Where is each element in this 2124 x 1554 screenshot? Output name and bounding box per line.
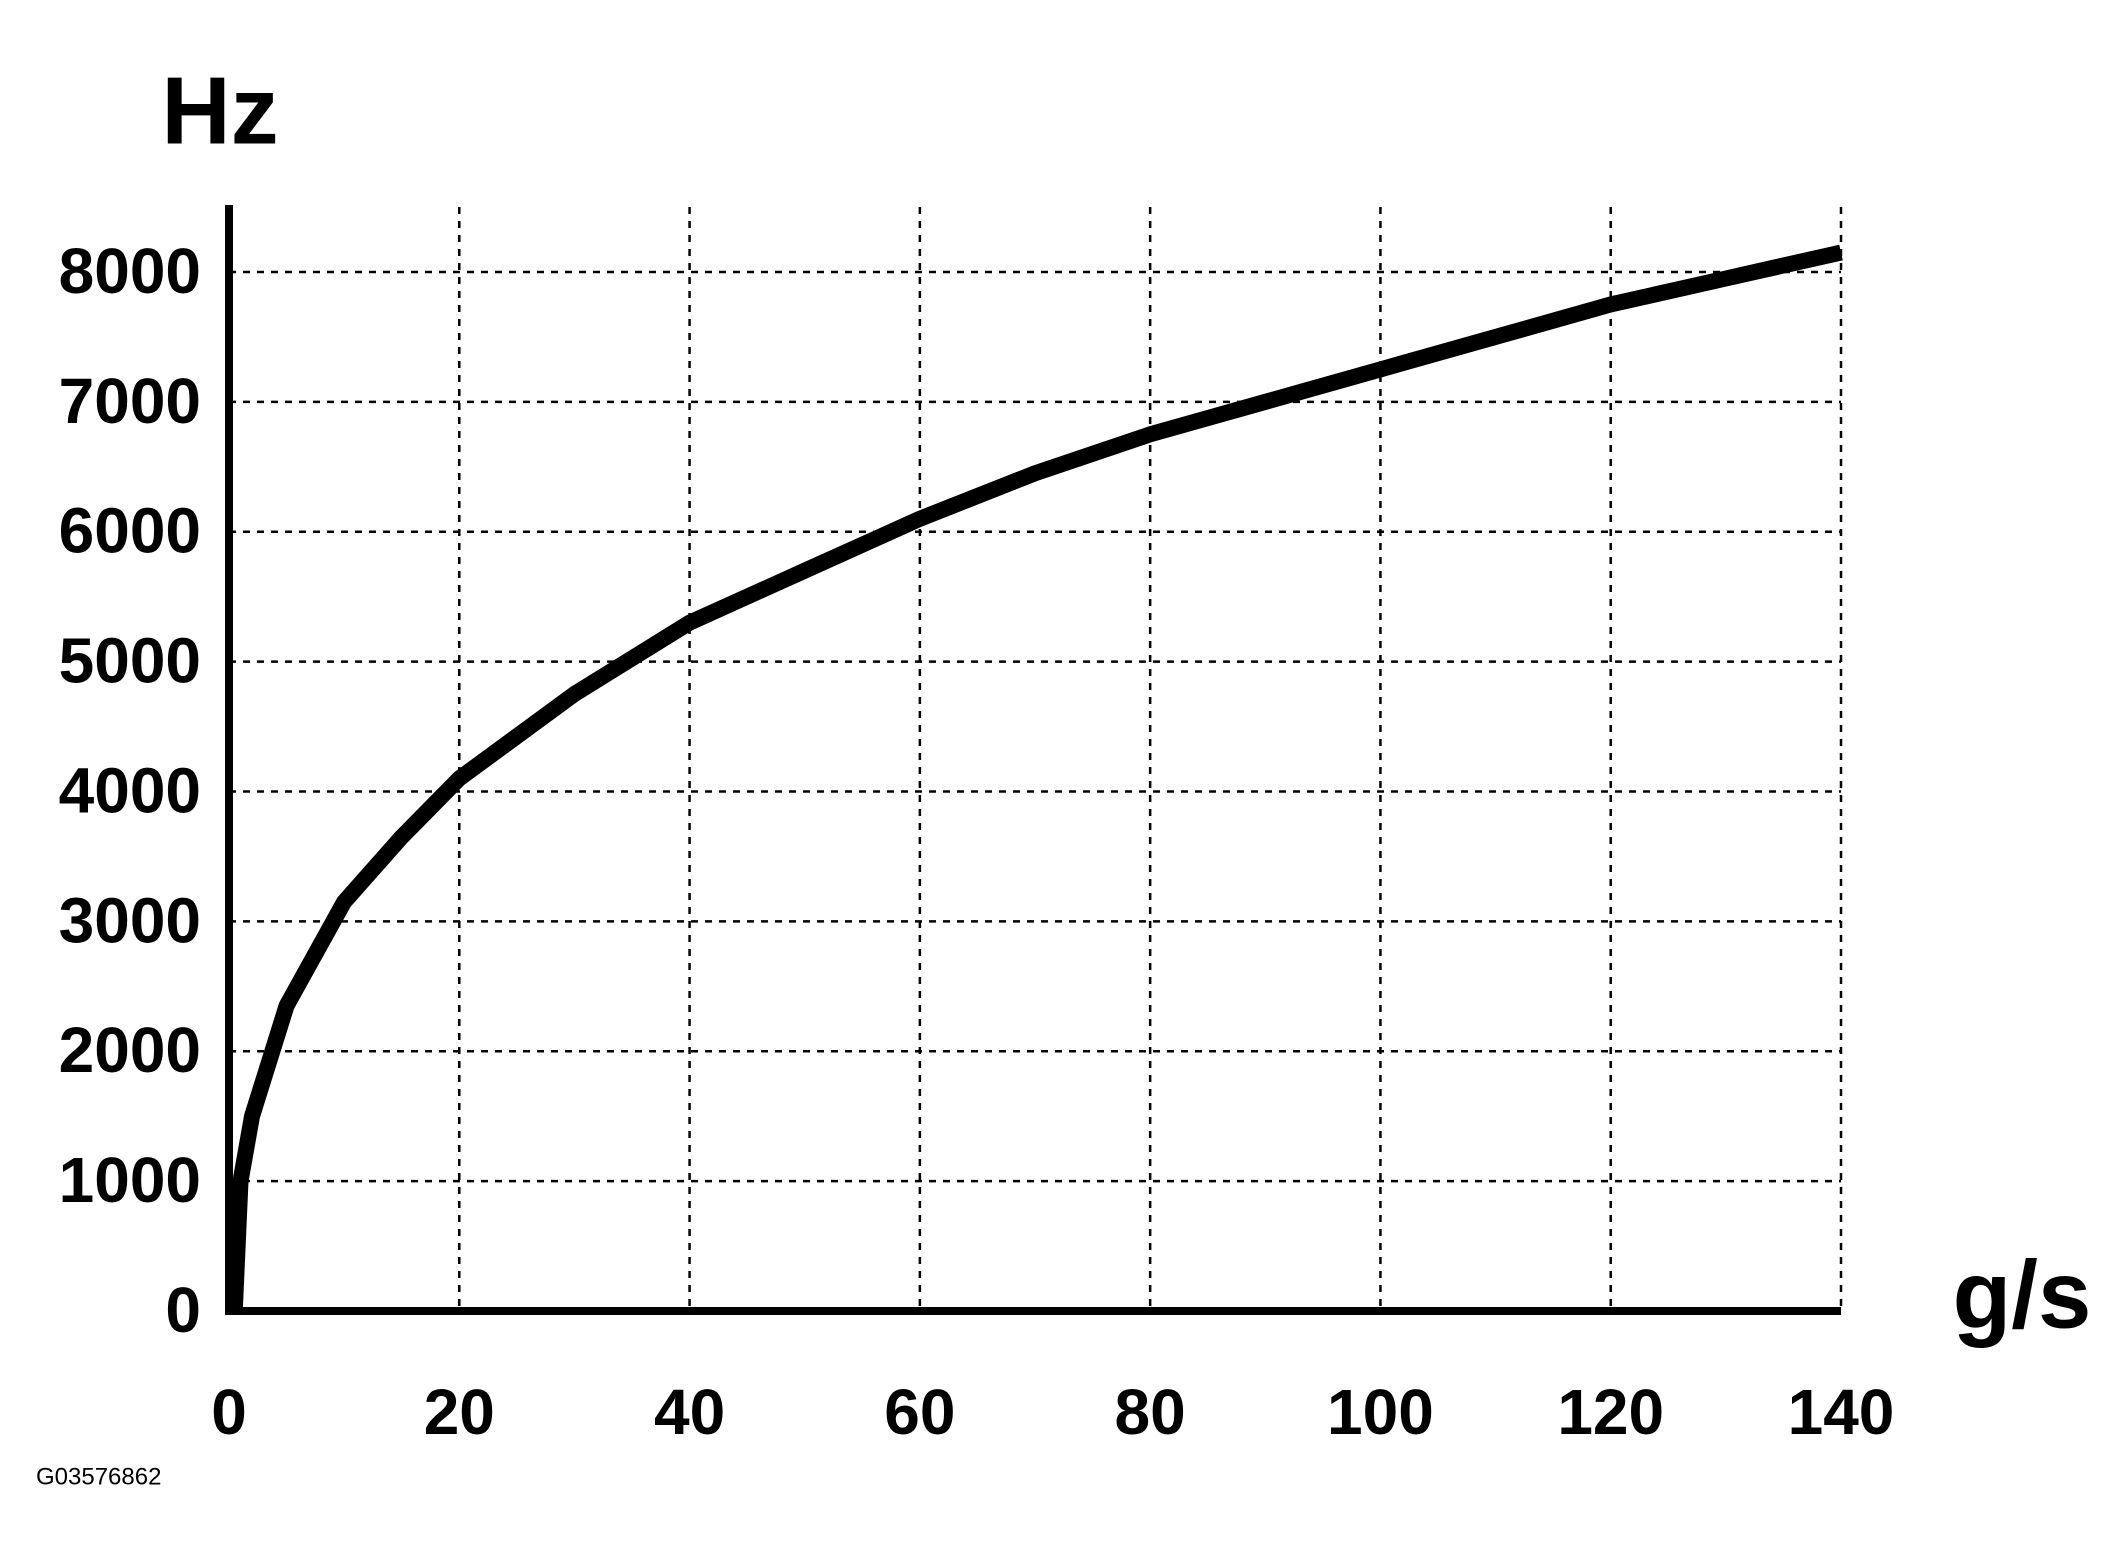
y-tick-label: 7000	[59, 365, 201, 437]
figure-id: G03576862	[36, 1463, 161, 1490]
x-tick-label: 120	[1557, 1376, 1664, 1448]
x-tick-label: 40	[654, 1376, 725, 1448]
x-tick-label: 0	[211, 1376, 247, 1448]
x-tick-label: 100	[1327, 1376, 1434, 1448]
x-tick-label: 140	[1788, 1376, 1895, 1448]
y-tick-label: 5000	[59, 625, 201, 697]
y-axis-label: Hz	[161, 57, 278, 164]
y-tick-label: 8000	[59, 235, 201, 307]
y-tick-label: 0	[165, 1274, 201, 1346]
y-tick-label: 4000	[59, 754, 201, 826]
x-axis-label: g/s	[1953, 1241, 2092, 1348]
y-tick-label: 2000	[59, 1014, 201, 1086]
x-tick-label: 60	[884, 1376, 955, 1448]
y-tick-label: 3000	[59, 884, 201, 956]
x-tick-label: 80	[1115, 1376, 1186, 1448]
x-tick-label: 20	[424, 1376, 495, 1448]
y-tick-label: 1000	[59, 1144, 201, 1216]
data-line	[226, 244, 1843, 1312]
y-tick-label: 6000	[59, 495, 201, 567]
